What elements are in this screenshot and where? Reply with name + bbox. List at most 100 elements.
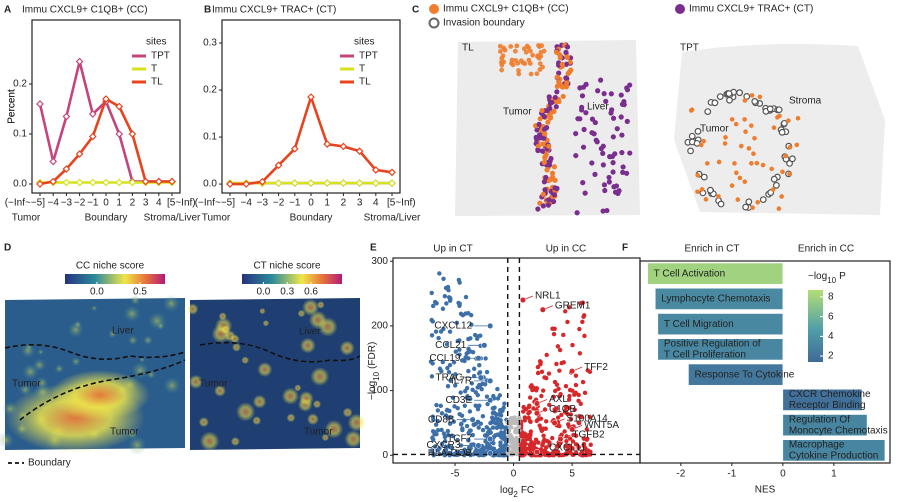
- bar: [657, 338, 784, 361]
- hotspot: [317, 301, 325, 309]
- spot: [760, 162, 766, 168]
- spot: [742, 98, 748, 103]
- background-gene: [576, 444, 581, 450]
- hotspot: [286, 413, 296, 423]
- background-gene: [570, 388, 575, 393]
- spot: [603, 98, 609, 104]
- background-gene: [542, 375, 547, 380]
- labeled-gene: [519, 296, 526, 304]
- spot: [746, 146, 752, 151]
- spot: [551, 108, 557, 114]
- legend-label: T: [359, 64, 365, 75]
- legend-label: TPT: [151, 51, 170, 62]
- background-gene: [512, 450, 517, 455]
- point-marker: [290, 144, 299, 153]
- background-gene: [551, 394, 557, 399]
- hotspot: [344, 430, 363, 448]
- background-gene: [491, 440, 496, 446]
- background-gene: [582, 333, 587, 339]
- x-tick-label: (−Inf~−5]: [5, 198, 46, 209]
- background-gene: [515, 440, 520, 445]
- background-gene: [570, 445, 575, 451]
- region-label: Tumor: [202, 213, 231, 224]
- background-gene: [484, 394, 490, 399]
- spot: [783, 153, 788, 159]
- gene-label: TGFB2: [572, 430, 605, 441]
- background-gene: [439, 427, 444, 433]
- x-tick-label: 0: [308, 198, 314, 209]
- background-gene: [463, 294, 469, 300]
- gene-label: C1QB: [549, 404, 577, 415]
- spot: [514, 43, 520, 49]
- background-gene: [581, 436, 587, 441]
- spot: [771, 125, 777, 131]
- spot: [501, 59, 507, 65]
- background-gene: [518, 442, 524, 447]
- background-gene: [437, 366, 443, 371]
- bar-label: T Cell Activation: [654, 268, 726, 279]
- region-label: Tumor: [12, 379, 41, 390]
- colorbar-tick-label: 4: [828, 331, 834, 342]
- spot: [547, 115, 553, 121]
- hotspot: [298, 390, 314, 406]
- spot: [577, 116, 583, 122]
- spot: [547, 158, 553, 164]
- y-tick-label: 200: [371, 321, 388, 332]
- background-gene: [435, 428, 441, 433]
- background-gene: [562, 429, 567, 434]
- spot: [564, 44, 571, 50]
- hotspot: [73, 320, 83, 329]
- panel-letter: C: [412, 5, 419, 16]
- boundary-spot: [736, 89, 744, 97]
- spot: [537, 116, 543, 122]
- section-label: TPT: [680, 43, 699, 54]
- spot: [512, 48, 518, 54]
- spot: [787, 144, 793, 150]
- background-gene: [582, 390, 588, 396]
- spot: [732, 161, 737, 166]
- background-gene: [524, 433, 530, 438]
- spot: [624, 170, 630, 176]
- background-gene: [495, 386, 500, 392]
- background-gene: [459, 413, 465, 418]
- background-gene: [527, 395, 533, 400]
- background-gene: [555, 344, 561, 349]
- background-gene: [483, 439, 488, 444]
- background-gene: [466, 445, 472, 450]
- background-gene: [472, 332, 478, 338]
- background-gene: [578, 301, 584, 306]
- background-gene: [535, 370, 541, 376]
- background-gene: [534, 386, 540, 391]
- background-gene: [512, 443, 517, 448]
- hotspot: [230, 334, 240, 344]
- background-gene: [470, 432, 475, 438]
- background-gene: [468, 428, 473, 433]
- x-tick-label: −4: [240, 198, 252, 209]
- background-gene: [469, 322, 474, 327]
- background-gene: [576, 420, 581, 425]
- x-tick-label: 3: [357, 198, 363, 209]
- gene-label: NRL1: [535, 291, 561, 302]
- background-gene: [490, 406, 496, 411]
- background-gene: [435, 408, 441, 413]
- point-marker: [154, 177, 163, 186]
- background-gene: [476, 425, 481, 430]
- background-gene: [441, 276, 446, 281]
- panel-letter: B: [204, 5, 211, 16]
- legend-dot: [428, 17, 440, 29]
- point-marker: [49, 157, 58, 166]
- point-marker: [115, 130, 124, 138]
- spot: [535, 206, 541, 212]
- labeled-gene: [477, 374, 484, 381]
- hotspot: [257, 361, 273, 378]
- background-gene: [430, 303, 436, 309]
- background-gene: [443, 413, 449, 418]
- hotspot: [297, 309, 306, 318]
- background-gene: [547, 402, 552, 407]
- spot: [787, 171, 792, 177]
- spot: [499, 67, 505, 73]
- spot: [769, 166, 774, 172]
- spot: [589, 160, 595, 166]
- background-gene: [528, 419, 533, 424]
